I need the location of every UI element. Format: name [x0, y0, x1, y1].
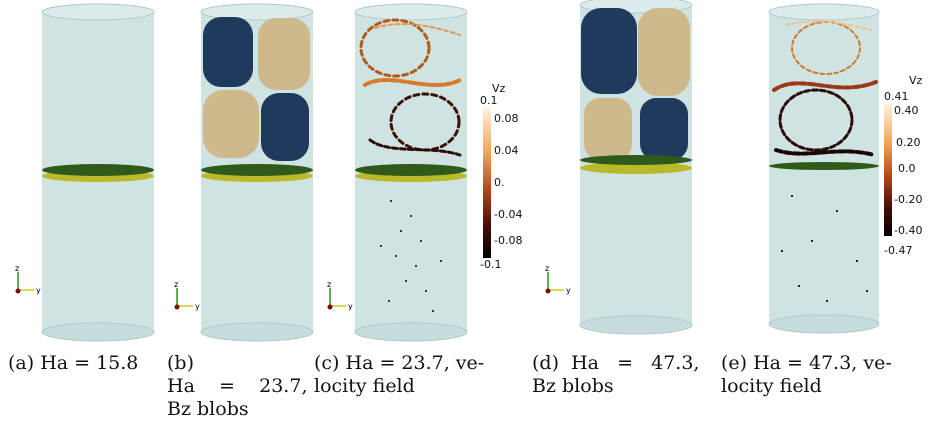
axis-y-label: y — [36, 286, 41, 295]
disc-dark — [42, 164, 154, 176]
svg-text:y: y — [348, 302, 353, 311]
cylinder-a: z y — [15, 3, 155, 342]
colorbar-e-title: Vz — [909, 74, 923, 87]
colorbar-c-title: Vz — [492, 82, 506, 95]
svg-text:0.1: 0.1 — [480, 94, 498, 107]
blob-blue — [261, 93, 309, 161]
svg-text:-0.04: -0.04 — [494, 208, 522, 221]
cylinder-e: Vz 0.41 0.40 0.20 0.0 -0.20 -0.40 -0.47 — [768, 3, 923, 334]
svg-text:z: z — [327, 280, 331, 289]
svg-text:-0.1: -0.1 — [480, 258, 501, 271]
svg-text:-0.47: -0.47 — [884, 244, 912, 257]
colorbar-c-gradient — [483, 108, 491, 258]
panel-a: z y — [0, 0, 180, 345]
caption-b: (b) Ha = 23.7, Bz blobs — [167, 352, 308, 420]
caption-a: (a) Ha = 15.8 — [8, 352, 139, 374]
velocity-swirl — [772, 20, 878, 157]
cylinder-d: z y — [545, 0, 693, 335]
blob-tan — [203, 90, 259, 158]
svg-text:0.0: 0.0 — [898, 162, 916, 175]
axes-triad: z y — [327, 280, 353, 311]
scatter-specks — [380, 200, 442, 312]
caption-d: (d) Ha = 47.3, Bz blobs — [532, 352, 700, 397]
blob-tan — [258, 18, 310, 90]
svg-text:-0.08: -0.08 — [494, 234, 522, 247]
caption-c: (c) Ha = 23.7, ve- locity field — [314, 352, 485, 397]
axes-triad: z y — [15, 264, 41, 295]
axes-triad: z y — [545, 264, 571, 295]
svg-text:0.20: 0.20 — [896, 136, 921, 149]
svg-text:0.: 0. — [494, 176, 505, 189]
svg-text:0.04: 0.04 — [494, 144, 519, 157]
velocity-swirl — [359, 18, 462, 157]
colorbar-c: Vz 0.1 0.08 0.04 0. -0.04 -0.08 -0.1 — [480, 82, 522, 271]
caption-e: (e) Ha = 47.3, ve- locity field — [721, 352, 892, 397]
colorbar-e: Vz 0.41 0.40 0.20 0.0 -0.20 -0.40 -0.47 — [884, 74, 923, 257]
colorbar-e-gradient — [884, 104, 892, 236]
blob-blue — [203, 17, 253, 87]
svg-text:-0.40: -0.40 — [894, 224, 922, 237]
panel-c: z y Vz 0.1 0.08 0.04 0. -0.04 -0.08 -0.1 — [320, 0, 540, 345]
svg-text:z: z — [174, 280, 178, 289]
blob-tan — [638, 8, 690, 96]
panel-d: z y — [530, 0, 710, 345]
axis-z-label: z — [15, 264, 19, 273]
svg-text:0.40: 0.40 — [894, 104, 919, 117]
svg-text:-0.20: -0.20 — [894, 193, 922, 206]
svg-text:y: y — [195, 302, 200, 311]
cylinder-c: z y Vz 0.1 0.08 0.04 0. -0.04 -0.08 -0.1 — [327, 3, 522, 342]
svg-text:0.08: 0.08 — [494, 112, 519, 125]
blob-blue — [581, 8, 637, 94]
cylinder-b: z y — [174, 3, 314, 342]
blob-tan — [584, 98, 632, 160]
axes-triad: z y — [174, 280, 200, 311]
svg-text:0.41: 0.41 — [884, 90, 909, 103]
svg-text:z: z — [545, 264, 549, 273]
svg-text:y: y — [566, 286, 571, 295]
panel-b: z y — [165, 0, 340, 345]
panel-e: Vz 0.41 0.40 0.20 0.0 -0.20 -0.40 -0.47 — [716, 0, 934, 345]
blob-blue — [640, 98, 688, 160]
scatter-specks — [781, 195, 868, 302]
